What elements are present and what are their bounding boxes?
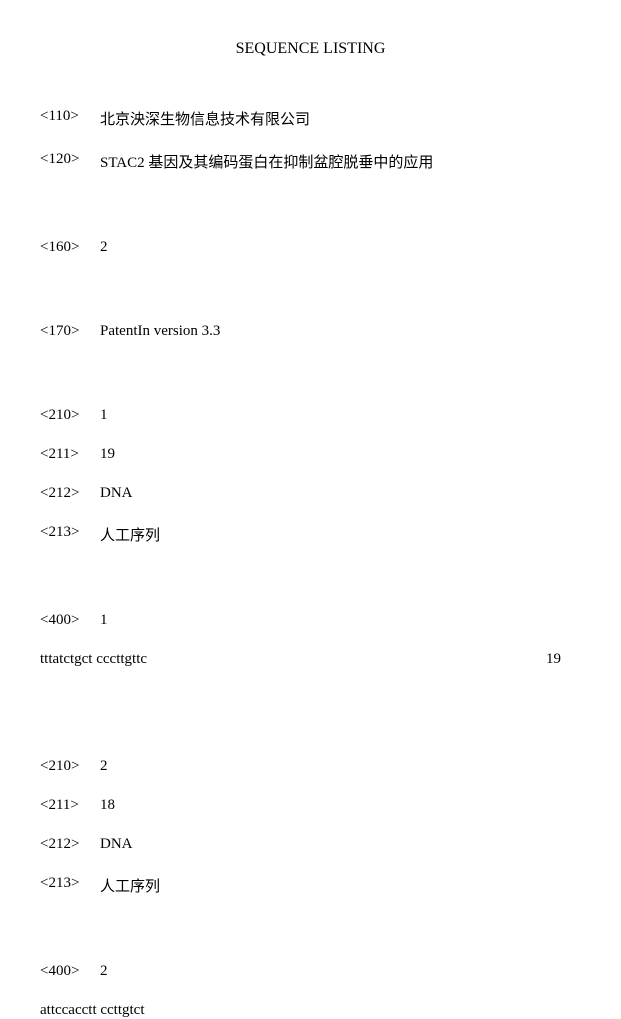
entry-seq1-211: <211> 19 (40, 446, 581, 463)
value-170: PatentIn version 3.3 (100, 323, 581, 340)
entry-seq1-400: <400> 1 (40, 612, 581, 629)
tag-120: <120> (40, 151, 100, 172)
tag-160: <160> (40, 239, 100, 256)
value-seq1-212: DNA (100, 485, 581, 502)
entry-seq2-400: <400> 2 (40, 963, 581, 980)
document-title: SEQUENCE LISTING (40, 40, 581, 58)
sequence-1: tttatctgct cccttgttc 19 (40, 651, 581, 668)
tag-seq2-213: <213> (40, 875, 100, 896)
tag-170: <170> (40, 323, 100, 340)
entry-seq1-213: <213> 人工序列 (40, 524, 581, 545)
entry-seq1-210: <210> 1 (40, 407, 581, 424)
value-seq1-211: 19 (100, 446, 581, 463)
entry-seq2-211: <211> 18 (40, 797, 581, 814)
entry-seq1-212: <212> DNA (40, 485, 581, 502)
tag-seq2-211: <211> (40, 797, 100, 814)
value-seq2-212: DNA (100, 836, 581, 853)
value-120: STAC2 基因及其编码蛋白在抑制盆腔脱垂中的应用 (100, 151, 581, 172)
value-seq1-210: 1 (100, 407, 581, 424)
value-seq1-213: 人工序列 (100, 524, 581, 545)
tag-seq1-400: <400> (40, 612, 100, 629)
value-seq2-211: 18 (100, 797, 581, 814)
value-160: 2 (100, 239, 581, 256)
sequence-2: attccacctt ccttgtct (40, 1002, 581, 1019)
tag-seq1-210: <210> (40, 407, 100, 424)
tag-seq1-212: <212> (40, 485, 100, 502)
tag-seq2-212: <212> (40, 836, 100, 853)
value-110: 北京泱深生物信息技术有限公司 (100, 108, 581, 129)
value-seq1-400: 1 (100, 612, 581, 629)
tag-seq1-211: <211> (40, 446, 100, 463)
value-seq2-400: 2 (100, 963, 581, 980)
tag-seq2-210: <210> (40, 758, 100, 775)
entry-120: <120> STAC2 基因及其编码蛋白在抑制盆腔脱垂中的应用 (40, 151, 581, 172)
value-seq2-210: 2 (100, 758, 581, 775)
sequence-2-text: attccacctt ccttgtct (40, 1002, 145, 1019)
entry-seq2-213: <213> 人工序列 (40, 875, 581, 896)
tag-110: <110> (40, 108, 100, 129)
entry-160: <160> 2 (40, 239, 581, 256)
sequence-1-count: 19 (546, 651, 561, 668)
sequence-1-text: tttatctgct cccttgttc (40, 651, 147, 668)
entry-110: <110> 北京泱深生物信息技术有限公司 (40, 108, 581, 129)
tag-seq1-213: <213> (40, 524, 100, 545)
entry-170: <170> PatentIn version 3.3 (40, 323, 581, 340)
entry-seq2-210: <210> 2 (40, 758, 581, 775)
value-seq2-213: 人工序列 (100, 875, 581, 896)
entry-seq2-212: <212> DNA (40, 836, 581, 853)
tag-seq2-400: <400> (40, 963, 100, 980)
